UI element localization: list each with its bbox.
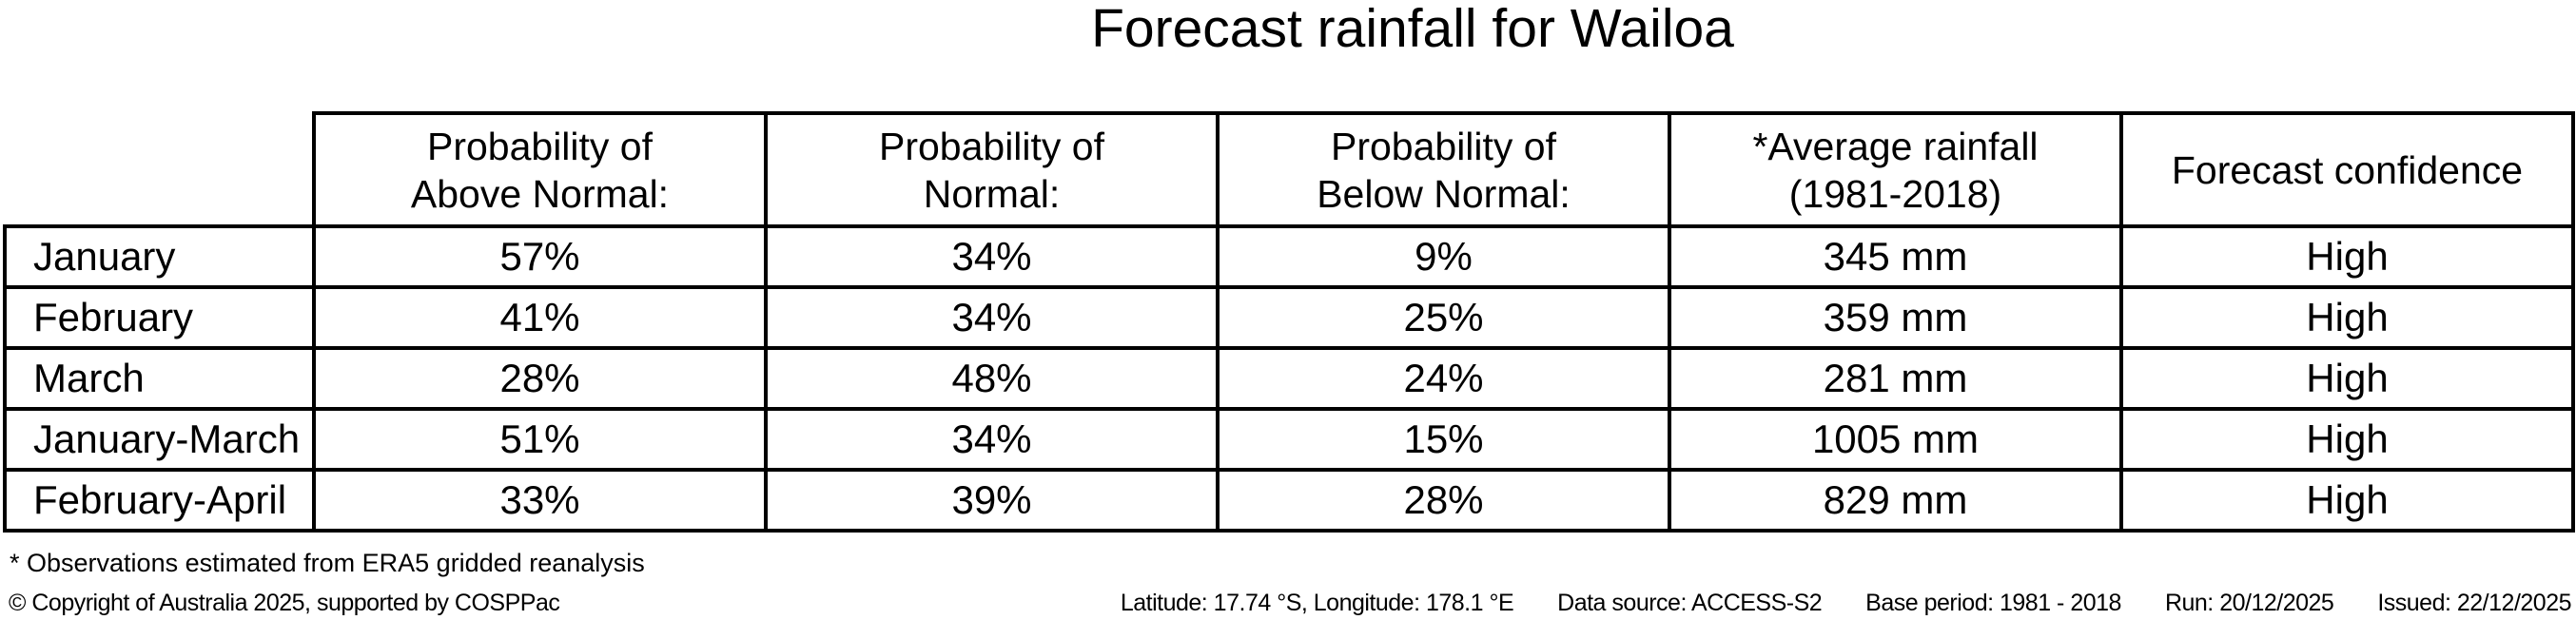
table-cell: High	[2119, 468, 2575, 533]
row-label: March	[3, 346, 316, 411]
table-cell: 39%	[764, 468, 1220, 533]
footer-location: Latitude: 17.74 °S, Longitude: 178.1 °E	[1120, 590, 1514, 616]
column-header-below-normal: Probability of Below Normal:	[1216, 111, 1671, 228]
page-title: Forecast rainfall for Wailoa	[1091, 0, 1734, 59]
footer-meta-group: Latitude: 17.74 °S, Longitude: 178.1 °E …	[1120, 588, 2572, 618]
table-cell: High	[2119, 346, 2575, 411]
header-line: (1981-2018)	[1788, 171, 2002, 216]
footer-base-period: Base period: 1981 - 2018	[1865, 590, 2121, 616]
table-cell: 51%	[312, 407, 768, 472]
table-cell: 9%	[1216, 224, 1671, 289]
row-label: February-April	[3, 468, 316, 533]
table-cell: 34%	[764, 285, 1220, 350]
header-row: Probability of Above Normal: Probability…	[5, 111, 2575, 228]
observations-footnote: * Observations estimated from ERA5 gridd…	[10, 549, 645, 577]
column-header-forecast-confidence: Forecast confidence	[2119, 111, 2575, 228]
header-line: Normal:	[923, 171, 1061, 216]
footer-issued-date: Issued: 22/12/2025	[2377, 590, 2571, 616]
table-cell: High	[2119, 407, 2575, 472]
table-cell: High	[2119, 224, 2575, 289]
column-header-above-normal: Probability of Above Normal:	[312, 111, 768, 228]
column-header-normal: Probability of Normal:	[764, 111, 1220, 228]
footer-data-source: Data source: ACCESS-S2	[1557, 590, 1823, 616]
row-label: February	[3, 285, 316, 350]
header-line: *Average rainfall	[1752, 124, 2039, 168]
table-row: March 28% 48% 24% 281 mm High	[3, 346, 2575, 411]
table-cell: 1005 mm	[1668, 407, 2123, 472]
table-cell: 48%	[764, 346, 1220, 411]
table-cell: 24%	[1216, 346, 1671, 411]
table-row: January-March 51% 34% 15% 1005 mm High	[3, 407, 2575, 472]
table-row: January 57% 34% 9% 345 mm High	[3, 224, 2575, 289]
table-cell: 41%	[312, 285, 768, 350]
table-cell: 359 mm	[1668, 285, 2123, 350]
header-line: Above Normal:	[410, 171, 670, 216]
table-row: February 41% 34% 25% 359 mm High	[3, 285, 2575, 350]
header-line: Probability of	[1330, 124, 1556, 168]
header-line: Probability of	[426, 124, 653, 168]
table-row: February-April 33% 39% 28% 829 mm High	[3, 468, 2575, 533]
table-cell: High	[2119, 285, 2575, 350]
table-cell: 345 mm	[1668, 224, 2123, 289]
column-header-average-rainfall: *Average rainfall (1981-2018)	[1668, 111, 2123, 228]
table-cell: 28%	[1216, 468, 1671, 533]
header-line: Forecast confidence	[2171, 147, 2524, 192]
table-cell: 15%	[1216, 407, 1671, 472]
table-cell: 28%	[312, 346, 768, 411]
blank-corner-cell	[5, 113, 314, 226]
table-cell: 34%	[764, 407, 1220, 472]
header-line: Probability of	[878, 124, 1104, 168]
table-cell: 33%	[312, 468, 768, 533]
footer-bar: © Copyright of Australia 2025, supported…	[9, 588, 2571, 618]
header-line: Below Normal:	[1317, 171, 1571, 216]
row-label: January	[3, 224, 316, 289]
table-cell: 34%	[764, 224, 1220, 289]
row-label: January-March	[3, 407, 316, 472]
table-cell: 281 mm	[1668, 346, 2123, 411]
forecast-table: Probability of Above Normal: Probability…	[3, 111, 2575, 533]
table-cell: 829 mm	[1668, 468, 2123, 533]
copyright-text: © Copyright of Australia 2025, supported…	[9, 590, 560, 616]
table-cell: 57%	[312, 224, 768, 289]
footer-run-date: Run: 20/12/2025	[2164, 590, 2334, 616]
table-cell: 25%	[1216, 285, 1671, 350]
